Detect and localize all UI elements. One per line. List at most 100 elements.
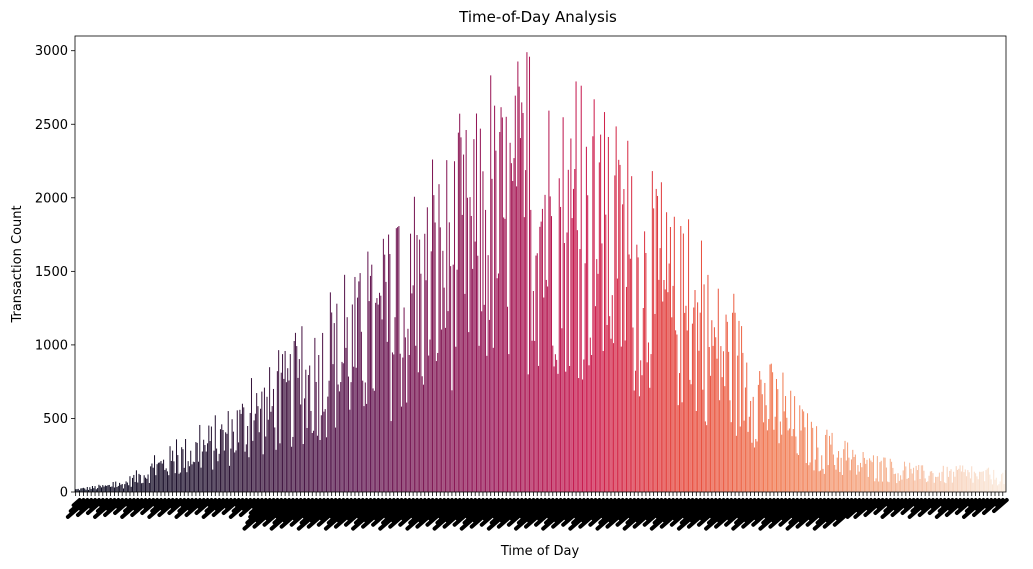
bar — [792, 429, 794, 492]
bar — [962, 465, 964, 492]
bar — [497, 273, 499, 492]
bar — [852, 449, 854, 492]
bar — [641, 375, 643, 492]
bar — [914, 480, 916, 492]
x-tick-label — [105, 498, 121, 512]
x-tick-label — [140, 498, 160, 515]
bar — [632, 327, 634, 492]
x-tick-label — [201, 498, 226, 519]
bar — [737, 355, 739, 492]
bar — [821, 455, 823, 492]
x-tick-label — [482, 498, 509, 521]
bar — [861, 467, 863, 492]
bar — [253, 420, 255, 492]
bar — [525, 170, 527, 492]
bar — [814, 459, 816, 492]
bar — [614, 175, 616, 492]
bar — [319, 439, 321, 492]
bar — [260, 408, 262, 492]
bar — [491, 178, 493, 492]
x-tick-label — [231, 498, 249, 514]
x-tick-label — [411, 498, 435, 519]
x-tick-label — [805, 498, 839, 527]
bar — [647, 342, 649, 492]
bar — [437, 352, 439, 492]
bar — [485, 209, 487, 493]
bar — [367, 251, 369, 492]
bar — [426, 207, 428, 493]
bar — [531, 340, 533, 492]
x-tick-label — [910, 498, 928, 514]
bar — [845, 460, 847, 492]
plot-frame — [74, 35, 1007, 493]
bar — [940, 481, 942, 492]
bar — [582, 379, 584, 492]
bar — [265, 436, 267, 492]
x-tick-label — [353, 498, 385, 525]
bar — [863, 457, 865, 492]
bar — [443, 287, 445, 492]
x-tick-label — [696, 498, 730, 527]
bar — [732, 312, 734, 492]
bar — [710, 375, 712, 492]
bar — [567, 169, 569, 493]
bar — [809, 462, 811, 492]
bar — [490, 75, 492, 493]
bar — [949, 470, 951, 492]
bar — [748, 416, 750, 492]
x-tick-label — [356, 498, 381, 519]
x-tick-label — [791, 498, 815, 519]
bar — [598, 162, 600, 492]
x-tick-label — [659, 498, 695, 529]
bar — [566, 232, 568, 493]
bar — [304, 398, 306, 492]
bar — [375, 302, 377, 492]
bar — [761, 394, 763, 492]
bar — [349, 409, 351, 492]
bar — [838, 451, 840, 492]
x-tick-label — [282, 498, 311, 523]
bar — [773, 429, 775, 492]
bar — [840, 457, 842, 492]
bar — [572, 188, 574, 492]
bar — [164, 469, 166, 492]
bar — [450, 266, 452, 492]
bar — [522, 112, 524, 493]
bar — [690, 384, 692, 492]
x-tick-label — [516, 498, 548, 525]
bar — [628, 254, 630, 492]
bar — [263, 387, 265, 492]
bar — [234, 452, 236, 492]
bar — [788, 428, 790, 492]
x-tick-label — [125, 498, 136, 508]
x-tick-label — [115, 498, 129, 510]
x-tick-label — [435, 498, 466, 525]
x-tick-label — [65, 498, 90, 519]
bar — [421, 376, 423, 492]
bar — [397, 227, 399, 492]
bar — [751, 442, 753, 492]
x-tick-label — [937, 498, 955, 514]
bar — [720, 346, 722, 492]
bar — [967, 470, 969, 492]
x-tick-label — [571, 498, 602, 525]
bar — [380, 295, 382, 492]
bar — [722, 351, 724, 492]
chart-title: Time-of-Day Analysis — [458, 8, 617, 26]
bar — [795, 436, 797, 492]
bar — [89, 487, 91, 492]
bar — [742, 352, 744, 492]
bar — [504, 218, 506, 493]
bar — [320, 415, 322, 492]
bar — [459, 113, 461, 493]
bar — [713, 327, 715, 492]
x-tick-label — [706, 498, 738, 525]
x-tick-label — [764, 498, 788, 519]
bar — [479, 128, 481, 492]
bar — [860, 462, 862, 492]
bar — [563, 243, 565, 492]
y-tick-label: 2500 — [35, 118, 68, 133]
x-tick-label — [578, 498, 614, 529]
bar — [807, 413, 809, 492]
bar — [460, 137, 462, 492]
